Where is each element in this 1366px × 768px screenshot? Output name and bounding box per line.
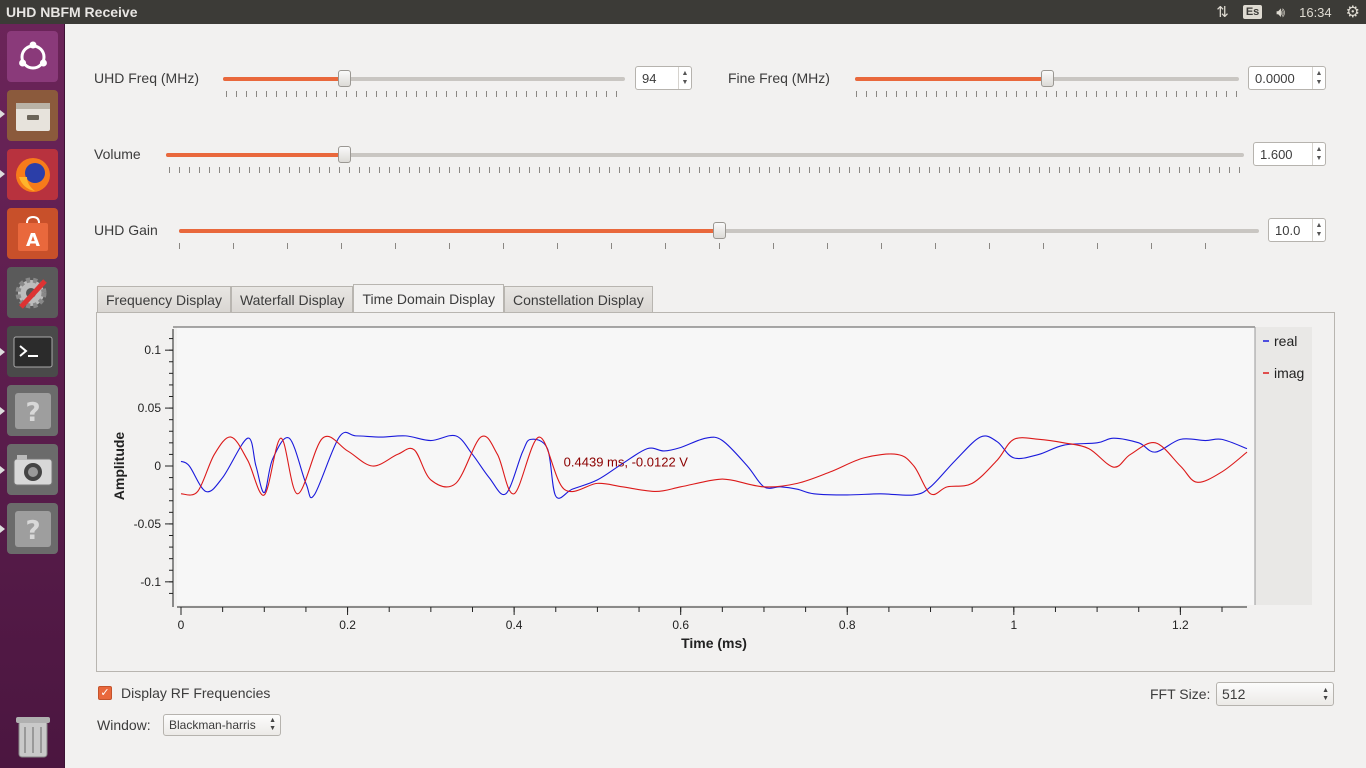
volume-spinbox[interactable]: 1.600 ▲ ▼ bbox=[1253, 142, 1326, 166]
uhd-gain-ticks bbox=[179, 243, 1259, 249]
fine-freq-slider-fill bbox=[855, 77, 1047, 81]
volume-slider[interactable] bbox=[166, 146, 1244, 163]
keyboard-layout-indicator[interactable]: Es bbox=[1242, 5, 1263, 19]
terminal-icon[interactable] bbox=[7, 326, 58, 377]
x-tick-label: 0.4 bbox=[506, 618, 523, 632]
volume-stepper[interactable]: ▲ ▼ bbox=[1312, 143, 1325, 165]
y-tick-label: -0.05 bbox=[134, 517, 162, 531]
window-select[interactable]: Blackman-harris ▲ ▼ bbox=[163, 714, 281, 736]
y-axis-label: Amplitude bbox=[111, 432, 127, 501]
x-axis-label: Time (ms) bbox=[681, 635, 747, 651]
y-tick-label: 0 bbox=[154, 459, 161, 473]
uhd-freq-slider-handle[interactable] bbox=[337, 70, 351, 87]
software-center-icon[interactable]: A bbox=[7, 208, 58, 259]
unknown-app-2-icon[interactable]: ? bbox=[7, 503, 58, 554]
unknown-app-icon[interactable]: ? bbox=[7, 385, 58, 436]
x-tick-label: 1 bbox=[1010, 618, 1017, 632]
fft-size-select[interactable]: 512 ▲ ▼ bbox=[1216, 682, 1334, 706]
y-tick-label: -0.1 bbox=[140, 575, 161, 589]
series-real-line bbox=[180, 431, 1248, 499]
window-label: Window: bbox=[97, 717, 151, 733]
fine-freq-ticks bbox=[856, 91, 1240, 97]
uhd-gain-slider-fill bbox=[179, 229, 719, 233]
uhd-freq-ticks bbox=[226, 91, 626, 97]
top-panel: UHD NBFM Receive ⇅ Es 🔊︎ 16:34 ⚙ bbox=[0, 0, 1366, 24]
chevron-updown-icon: ▲ ▼ bbox=[1322, 687, 1329, 702]
x-tick-label: 0 bbox=[178, 618, 185, 632]
time-domain-panel: 0.1 0.05 0 -0.05 -0.1 0 0.2 0.4 0.6 0.8 1 1.2 Time (… bbox=[96, 312, 1335, 672]
network-icon[interactable]: ⇅ bbox=[1216, 4, 1229, 21]
uhd-gain-stepper[interactable]: ▲ ▼ bbox=[1312, 219, 1325, 241]
x-tick-label: 0.2 bbox=[339, 618, 356, 632]
display-rf-label: Display RF Frequencies bbox=[121, 685, 271, 701]
plot-canvas bbox=[177, 327, 1255, 605]
svg-text:A: A bbox=[26, 230, 40, 251]
tab-waterfall-display[interactable]: Waterfall Display bbox=[230, 286, 354, 313]
uhd-gain-slider[interactable] bbox=[179, 222, 1259, 239]
gear-icon[interactable]: ⚙ bbox=[1345, 4, 1360, 21]
ubuntu-dash-icon[interactable] bbox=[7, 31, 58, 82]
uhd-freq-slider[interactable] bbox=[223, 70, 625, 87]
fine-freq-stepper[interactable]: ▲ ▼ bbox=[1312, 67, 1325, 89]
cursor-readout: 0.4439 ms, -0.0122 V bbox=[564, 454, 689, 469]
display-tabbar: Frequency Display Waterfall Display Time… bbox=[97, 284, 653, 313]
uhd-gain-value: 10.0 bbox=[1275, 222, 1301, 238]
y-tick-label: 0.1 bbox=[144, 343, 161, 357]
volume-label: Volume bbox=[94, 146, 141, 162]
fine-freq-value: 0.0000 bbox=[1255, 70, 1295, 86]
volume-slider-fill bbox=[166, 153, 344, 157]
clock[interactable]: 16:34 bbox=[1299, 4, 1332, 20]
system-settings-icon[interactable] bbox=[7, 267, 58, 318]
time-domain-plot[interactable]: 0.1 0.05 0 -0.05 -0.1 0 0.2 0.4 0.6 0.8 1 1.2 Time (… bbox=[97, 313, 1334, 671]
fft-size-value: 512 bbox=[1222, 686, 1246, 702]
fine-freq-slider-handle[interactable] bbox=[1041, 70, 1054, 87]
legend-imag-label: imag bbox=[1274, 365, 1304, 381]
x-tick-label: 0.6 bbox=[672, 618, 689, 632]
trash-icon[interactable] bbox=[7, 710, 58, 761]
uhd-freq-spinbox[interactable]: 94 ▲ ▼ bbox=[635, 66, 692, 90]
x-tick-label: 0.8 bbox=[839, 618, 856, 632]
chevron-updown-icon: ▲ ▼ bbox=[269, 717, 276, 732]
files-icon[interactable] bbox=[7, 90, 58, 141]
tab-constellation-display[interactable]: Constellation Display bbox=[503, 286, 653, 313]
tab-frequency-display[interactable]: Frequency Display bbox=[97, 286, 231, 313]
uhd-freq-value: 94 bbox=[642, 70, 657, 86]
svg-text:?: ? bbox=[25, 398, 40, 428]
svg-text:?: ? bbox=[25, 516, 40, 546]
volume-slider-handle[interactable] bbox=[337, 146, 351, 163]
uhd-gain-label: UHD Gain bbox=[94, 222, 158, 238]
fine-freq-slider[interactable] bbox=[855, 70, 1239, 87]
tab-time-domain-display[interactable]: Time Domain Display bbox=[353, 284, 504, 313]
display-rf-checkbox[interactable]: ✓ bbox=[98, 686, 112, 700]
fine-freq-spinbox[interactable]: 0.0000 ▲ ▼ bbox=[1248, 66, 1326, 90]
series-imag-line bbox=[180, 435, 1248, 496]
uhd-gain-slider-handle[interactable] bbox=[713, 222, 726, 239]
uhd-freq-slider-fill bbox=[223, 77, 344, 81]
uhd-freq-label: UHD Freq (MHz) bbox=[94, 70, 199, 86]
fine-freq-label: Fine Freq (MHz) bbox=[728, 70, 830, 86]
indicator-area: ⇅ Es 🔊︎ 16:34 ⚙ bbox=[1216, 0, 1360, 24]
fft-size-label: FFT Size: bbox=[1150, 686, 1211, 702]
launcher: A ? ? bbox=[0, 24, 65, 768]
window-title: UHD NBFM Receive bbox=[6, 4, 138, 20]
uhd-gain-spinbox[interactable]: 10.0 ▲ ▼ bbox=[1268, 218, 1326, 242]
firefox-icon[interactable] bbox=[7, 149, 58, 200]
main-window: UHD Freq (MHz) 94 ▲ ▼ Fine Freq (MHz) 0.0… bbox=[66, 24, 1366, 768]
volume-icon[interactable]: 🔊︎ bbox=[1276, 3, 1286, 20]
camera-icon[interactable] bbox=[7, 444, 58, 495]
window-value: Blackman-harris bbox=[169, 718, 256, 732]
legend-real-label: real bbox=[1274, 333, 1297, 349]
y-tick-label: 0.05 bbox=[138, 401, 162, 415]
uhd-freq-stepper[interactable]: ▲ ▼ bbox=[678, 67, 691, 89]
x-tick-label: 1.2 bbox=[1172, 618, 1189, 632]
volume-ticks bbox=[169, 167, 1244, 173]
volume-value: 1.600 bbox=[1260, 146, 1293, 162]
